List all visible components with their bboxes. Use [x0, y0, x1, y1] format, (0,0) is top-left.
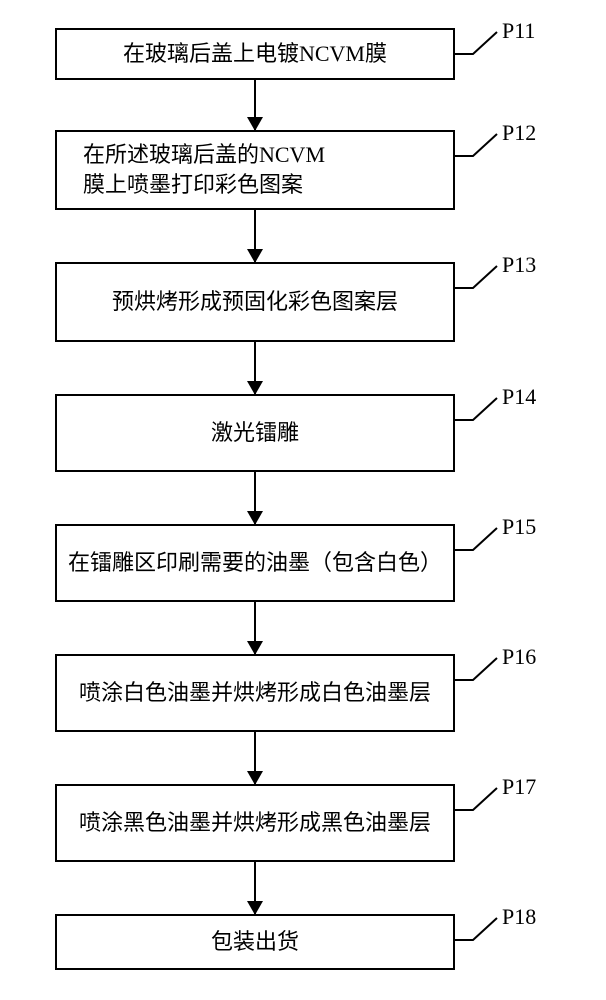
flowchart-stage: 在玻璃后盖上电镀NCVM膜 P11 在所述玻璃后盖的NCVM 膜上喷墨打印彩色图… — [0, 0, 606, 1000]
step-p16-label: P16 — [502, 644, 536, 670]
arrow — [254, 80, 256, 130]
step-p12-label: P12 — [502, 120, 536, 146]
step-p14: 激光镭雕 — [55, 394, 455, 472]
arrow — [254, 862, 256, 914]
step-p14-text: 激光镭雕 — [65, 418, 445, 448]
arrow — [254, 732, 256, 784]
step-p17: 喷涂黑色油墨并烘烤形成黑色油墨层 — [55, 784, 455, 862]
step-p17-text: 喷涂黑色油墨并烘烤形成黑色油墨层 — [65, 808, 445, 838]
step-p18: 包装出货 — [55, 914, 455, 970]
arrow — [254, 602, 256, 654]
step-p14-label: P14 — [502, 384, 536, 410]
arrow — [254, 342, 256, 394]
step-p15-label: P15 — [502, 514, 536, 540]
arrow — [254, 210, 256, 262]
step-p11-label: P11 — [502, 18, 535, 44]
step-p12: 在所述玻璃后盖的NCVM 膜上喷墨打印彩色图案 — [55, 130, 455, 210]
step-p15-text: 在镭雕区印刷需要的油墨（包含白色） — [65, 548, 445, 578]
arrow — [254, 472, 256, 524]
step-p12-text: 在所述玻璃后盖的NCVM 膜上喷墨打印彩色图案 — [65, 140, 445, 199]
step-p13-text: 预烘烤形成预固化彩色图案层 — [65, 287, 445, 317]
step-p16: 喷涂白色油墨并烘烤形成白色油墨层 — [55, 654, 455, 732]
step-p17-label: P17 — [502, 774, 536, 800]
step-p18-text: 包装出货 — [65, 927, 445, 957]
step-p11-text: 在玻璃后盖上电镀NCVM膜 — [65, 39, 445, 69]
step-p15: 在镭雕区印刷需要的油墨（包含白色） — [55, 524, 455, 602]
step-p11: 在玻璃后盖上电镀NCVM膜 — [55, 28, 455, 80]
step-p18-label: P18 — [502, 904, 536, 930]
step-p16-text: 喷涂白色油墨并烘烤形成白色油墨层 — [65, 678, 445, 708]
step-p13-label: P13 — [502, 252, 536, 278]
step-p13: 预烘烤形成预固化彩色图案层 — [55, 262, 455, 342]
